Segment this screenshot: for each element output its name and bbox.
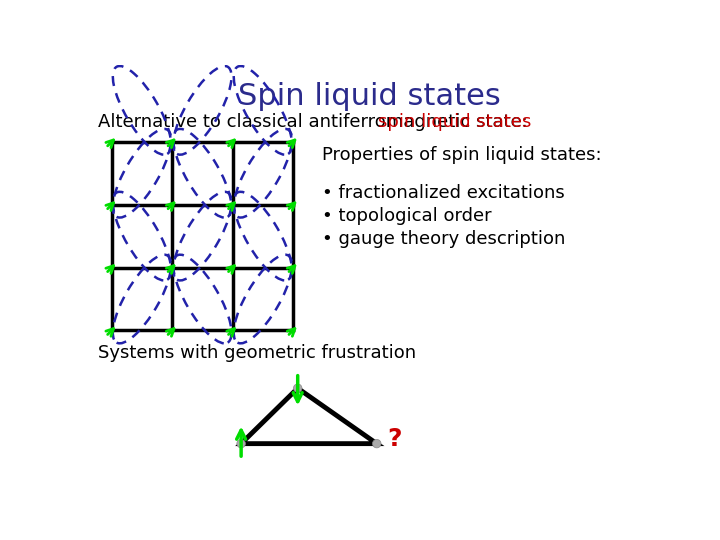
Text: • topological order: • topological order xyxy=(323,207,492,225)
Circle shape xyxy=(237,440,246,448)
Text: Spin liquid states: Spin liquid states xyxy=(238,82,500,111)
Circle shape xyxy=(294,384,302,393)
Text: • gauge theory description: • gauge theory description xyxy=(323,231,566,248)
Text: Systems with geometric frustration: Systems with geometric frustration xyxy=(98,343,416,362)
Text: spin liquid states: spin liquid states xyxy=(378,112,531,131)
Text: • fractionalized excitations: • fractionalized excitations xyxy=(323,184,565,202)
Circle shape xyxy=(372,440,381,448)
Text: Alternative to classical antiferromagnetic state:: Alternative to classical antiferromagnet… xyxy=(98,112,534,131)
Text: Properties of spin liquid states:: Properties of spin liquid states: xyxy=(323,146,602,164)
Text: ?: ? xyxy=(387,427,402,451)
